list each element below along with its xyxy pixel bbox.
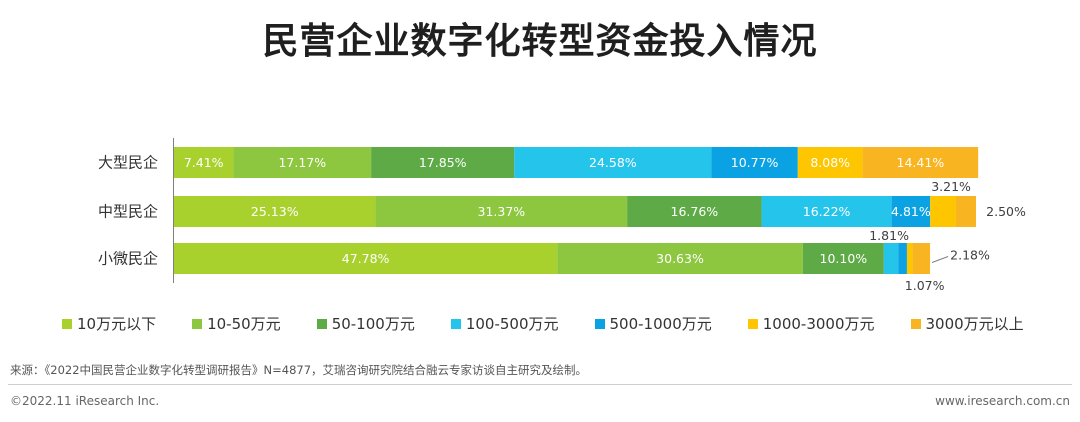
data-label: 47.78% [342, 251, 390, 266]
website-text: www.iresearch.com.cn [935, 394, 1070, 408]
legend-item: 10万元以下 [62, 313, 156, 334]
bar-segment [955, 196, 976, 227]
legend-swatch [316, 318, 327, 329]
data-label: 1.07% [905, 278, 945, 293]
legend-label: 500-1000万元 [609, 315, 712, 333]
data-label: 10.77% [731, 155, 779, 170]
bar-segment [375, 196, 628, 227]
legend-item: 3000万元以上 [910, 313, 1024, 334]
data-label: 17.85% [419, 155, 467, 170]
bar-segment [912, 243, 931, 274]
bar-segment [802, 243, 884, 274]
legend-swatch [747, 318, 758, 329]
legend-swatch [62, 318, 72, 329]
data-label: 1.81% [869, 228, 909, 243]
bar-segment [797, 147, 863, 178]
data-label: 10.10% [820, 251, 868, 266]
bar-segment [174, 196, 376, 227]
legend-label: 1000-3000万元 [762, 315, 875, 333]
legend-label: 3000万元以上 [925, 315, 1024, 333]
bar-segment [930, 196, 956, 227]
legend-label: 50-100万元 [331, 315, 415, 333]
data-label: 2.18% [950, 248, 990, 263]
legend-swatch [594, 318, 605, 329]
data-label: 17.17% [278, 155, 326, 170]
data-label: 24.58% [589, 155, 637, 170]
data-label: 30.63% [656, 251, 704, 266]
bar-segment [883, 243, 899, 274]
legend-label: 10万元以下 [77, 315, 157, 333]
bar-segment [862, 147, 979, 178]
legend-swatch [450, 318, 461, 329]
data-label: 4.81% [891, 204, 931, 219]
category-label: 中型民企 [98, 203, 158, 221]
legend-swatch [910, 318, 921, 329]
legend-item: 50-100万元 [316, 313, 415, 334]
bar-segment [233, 147, 372, 178]
bar-segment [761, 196, 892, 227]
data-label: 31.37% [478, 204, 526, 219]
legend-item: 500-1000万元 [594, 313, 712, 334]
legend-item: 100-500万元 [450, 313, 559, 334]
data-label: 2.50% [986, 204, 1026, 219]
data-label: 8.08% [810, 155, 850, 170]
bar-segment [371, 147, 515, 178]
footer-divider [8, 384, 1072, 385]
data-label: 25.13% [251, 204, 299, 219]
bar-segment [627, 196, 762, 227]
label-leader-line [931, 256, 949, 263]
bar-segment [174, 147, 234, 178]
bar-segment [557, 243, 803, 274]
bar-segment [174, 243, 558, 274]
bar-segment [711, 147, 798, 178]
bar-segment [906, 243, 913, 274]
category-label: 大型民企 [98, 154, 158, 172]
chart-title: 民营企业数字化转型资金投入情况 [262, 21, 818, 62]
bar-segment [898, 243, 907, 274]
bar-segment [514, 147, 712, 178]
source-note: 来源：《2022中国民营企业数字化转型调研报告》N=4877，艾瑞咨询研究院结合… [10, 363, 588, 377]
data-label: 16.22% [803, 204, 851, 219]
category-label: 小微民企 [98, 250, 158, 268]
bar-segment [891, 196, 931, 227]
data-label: 3.21% [931, 179, 971, 194]
copyright-text: ©2022.11 iResearch Inc. [10, 394, 160, 408]
legend-item: 10-50万元 [192, 313, 281, 334]
legend-label: 10-50万元 [207, 315, 281, 333]
stacked-bar-chart: 大型民企 7.41% 17.17% 17.85% 24.58% 10.77% 8.08% 14… [98, 138, 1026, 293]
chart-legend: 10万元以下 10-50万元 50-100万元 100-500万元 500-1000万元… [62, 313, 1062, 334]
data-label: 16.76% [671, 204, 719, 219]
data-label: 14.41% [897, 155, 945, 170]
legend-swatch [192, 318, 203, 329]
data-label: 7.41% [184, 155, 224, 170]
legend-label: 100-500万元 [465, 315, 559, 333]
legend-item: 1000-3000万元 [747, 313, 875, 334]
